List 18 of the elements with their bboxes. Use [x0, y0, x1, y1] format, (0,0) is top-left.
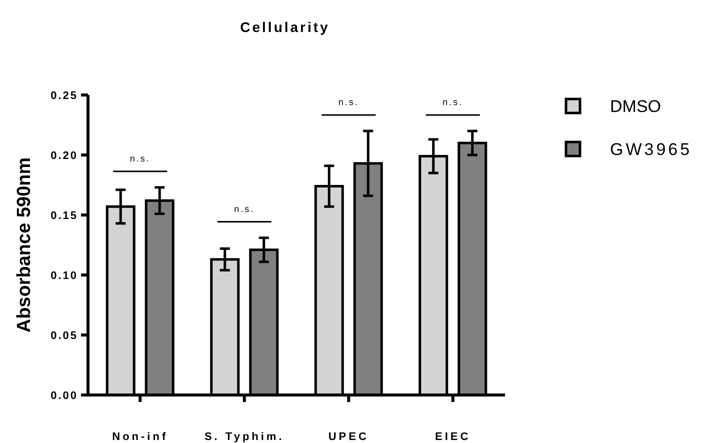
x-tick-label: S. Typhim. — [204, 431, 284, 443]
annotation: n.s. — [338, 97, 359, 107]
annotation: n.s. — [442, 97, 464, 107]
y-tick-label: 0.20 — [50, 150, 78, 162]
y-tick-label: 0.05 — [50, 330, 78, 342]
annotation: n.s. — [130, 153, 150, 164]
legend-label: DMSO — [610, 96, 661, 116]
x-tick-label: EIEC — [435, 431, 471, 443]
x-tick-label: Non-inf — [112, 431, 168, 443]
legend-label: GW3965 — [610, 140, 692, 159]
y-tick-label: 0.15 — [50, 210, 78, 222]
y-tick-label: 0.00 — [50, 390, 78, 402]
x-tick-label: UPEC — [328, 431, 369, 443]
y-tick-label: 0.25 — [50, 90, 78, 102]
y-tick-label: 0.10 — [50, 270, 78, 282]
chart-title: Cellularity — [240, 19, 330, 35]
annotation: n.s. — [234, 204, 255, 214]
y-axis-title: Absorbance 590nm — [14, 157, 35, 333]
